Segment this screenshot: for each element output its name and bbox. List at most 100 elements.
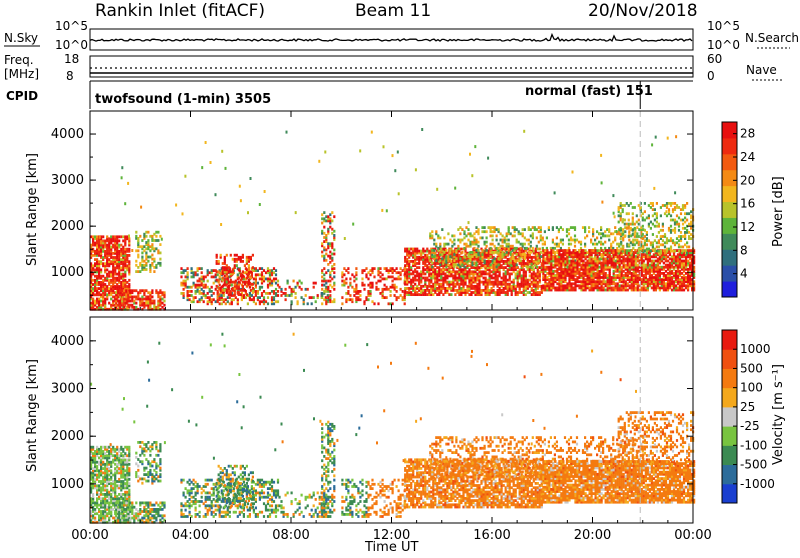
power-range-cell [257,282,259,285]
power-range-cell [435,259,437,262]
power-range-cell [505,260,507,263]
power-range-cell [129,304,131,307]
power-range-cell [537,291,539,294]
power-range-cell [245,296,247,299]
power-range-cell [443,243,445,246]
power-range-cell [507,283,509,286]
power-range-cell [486,249,488,252]
power-range-cell [459,239,461,242]
power-range-cell [516,247,518,250]
power-range-cell [143,260,145,263]
power-range-cell [321,255,323,258]
power-range-cell [209,271,211,274]
power-range-cell [441,228,443,231]
power-range-cell [227,296,229,299]
power-range-cell [446,275,448,278]
power-range-cell [416,266,418,269]
power-range-cell [406,258,408,261]
power-range-cell [546,266,548,269]
power-range-cell [159,296,161,299]
power-range-cell [305,288,307,291]
power-range-cell [226,254,228,257]
power-range-cell [137,249,139,252]
power-range-cell [120,258,122,261]
power-range-cell [207,269,209,272]
power-range-cell [623,274,625,277]
power-range-cell [443,237,445,240]
power-range-cell [143,249,145,252]
power-range-cell [301,296,303,299]
freq-panel-frame [90,56,693,77]
power-range-cell [207,292,209,295]
power-range-cell [218,293,220,296]
power-range-cell [375,282,377,285]
power-range-cell [139,245,141,248]
power-range-cell [535,248,537,251]
power-range-cell [355,284,357,287]
power-range-cell [222,262,224,265]
power-range-cell [222,285,224,288]
power-range-cell [145,252,147,255]
power-range-cell [687,268,689,271]
power-range-cell [539,291,541,294]
power-range-cell [529,279,531,282]
power-range-cell [418,250,420,253]
power-range-cell [257,290,259,293]
power-range-cell [687,249,689,252]
power-range-cell [506,243,508,246]
power-range-cell [647,278,649,281]
power-range-cell [511,285,513,288]
power-range-cell [157,262,159,265]
power-range-cell [570,282,572,285]
power-range-cell [613,270,615,273]
power-range-cell [530,228,532,231]
power-range-cell [498,228,500,231]
power-range-cell [347,286,349,289]
power-range-cell [554,255,556,258]
power-range-cell [651,287,653,290]
power-range-cell [588,226,590,229]
power-range-cell [193,282,195,285]
power-range-cell [207,280,209,283]
power-range-cell [506,232,508,235]
power-range-cell [265,278,267,281]
power-range-cell [127,304,129,307]
power-range-cell [100,300,102,303]
power-range-cell [641,253,643,256]
power-range-cell [218,260,220,263]
power-range-cell [414,275,416,278]
power-range-cell [433,255,435,258]
power-range-cell [562,243,564,246]
power-range-cell [213,276,215,279]
power-range-cell [617,266,619,269]
power-range-cell [438,266,440,269]
power-range-cell [189,298,191,301]
power-range-cell [341,296,343,299]
power-range-cell [135,260,137,263]
power-range-cell [471,251,473,254]
power-range-cell [570,243,572,246]
power-range-cell [546,282,548,285]
power-range-cell [246,268,248,271]
power-range-cell [614,226,616,229]
power-range-cell [400,294,402,297]
power-range-cell [422,256,424,259]
power-range-cell [217,273,219,276]
power-range-cell [530,245,532,248]
power-range-cell [392,280,394,283]
power-range-cell [610,243,612,246]
power-range-cell [151,300,153,303]
power-range-cell [620,241,622,244]
power-range-cell [516,259,518,262]
power-range-cell [611,287,613,290]
power-range-cell [123,302,125,305]
power-range-cell [341,271,343,274]
power-range-cell [586,235,588,238]
power-range-cell [94,300,96,303]
power-range-cell [480,270,482,273]
power-range-cell [612,232,614,235]
power-range-cell [507,279,509,282]
power-range-cell [517,291,519,294]
power-range-cell [546,249,548,252]
power-range-cell [345,282,347,285]
